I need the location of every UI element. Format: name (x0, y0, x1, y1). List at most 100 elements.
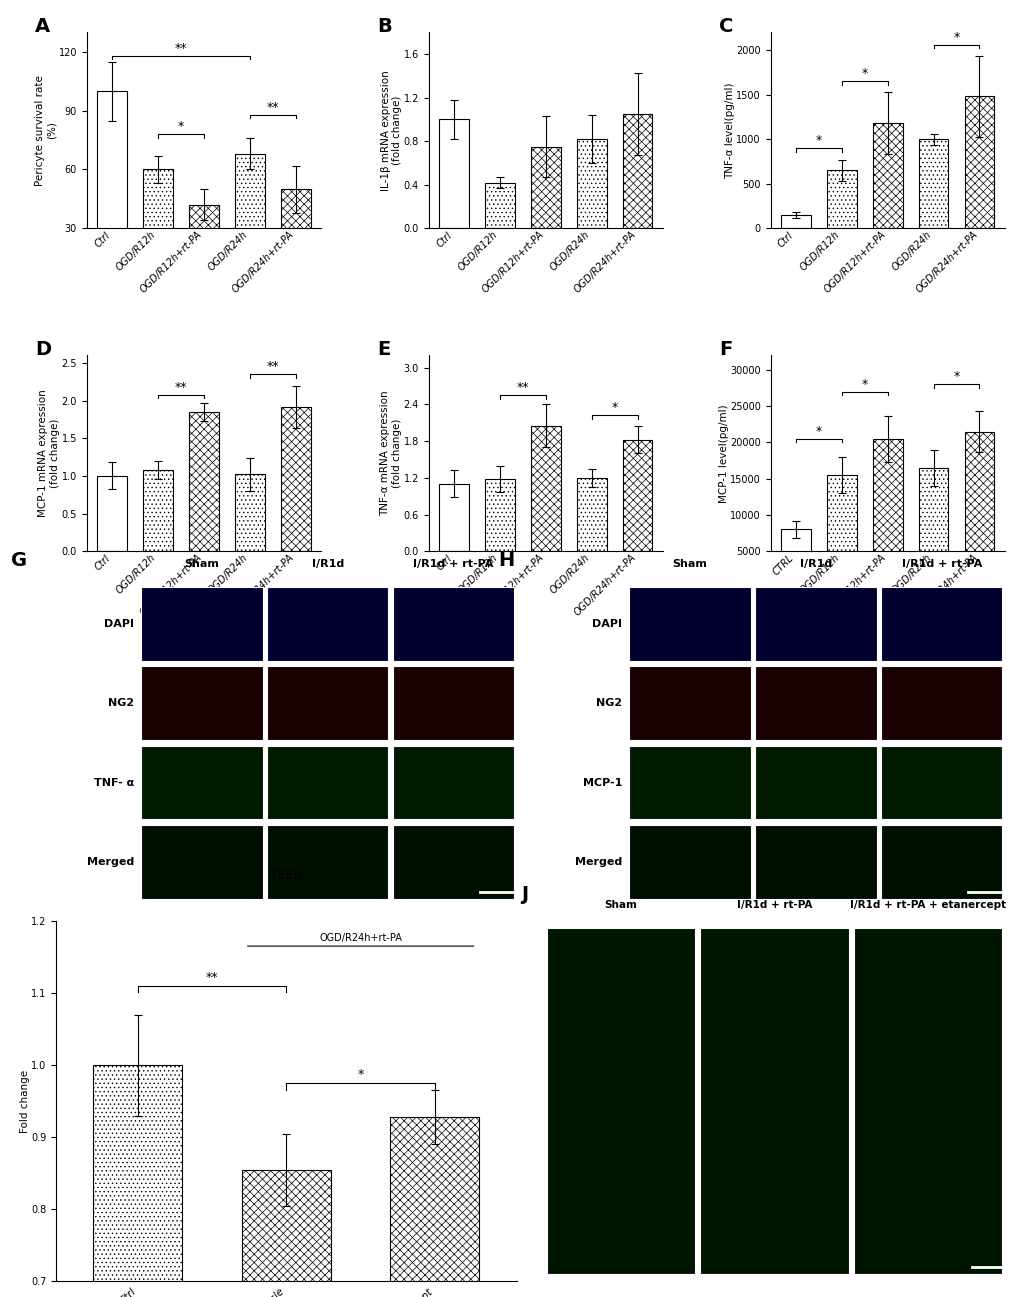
Text: TNF- α: TNF- α (94, 777, 135, 787)
Text: **: ** (206, 971, 218, 984)
Bar (234, 475, 264, 551)
Bar (142, 667, 262, 741)
Bar (918, 139, 948, 228)
Text: Merged: Merged (87, 857, 135, 866)
Bar (880, 667, 1002, 741)
Text: E: E (377, 340, 390, 359)
Bar (142, 746, 262, 820)
Text: B: B (377, 17, 391, 36)
Bar (699, 929, 848, 1274)
Bar (530, 147, 560, 228)
Bar (438, 484, 469, 551)
Text: *: * (953, 371, 959, 384)
Y-axis label: Pericyte survival rate
(%): Pericyte survival rate (%) (36, 75, 57, 185)
Text: NG2: NG2 (596, 698, 622, 708)
Y-axis label: MCP-1 mRNA expression
(fold change): MCP-1 mRNA expression (fold change) (39, 389, 60, 518)
Text: I/R1d + rt-PA: I/R1d + rt-PA (413, 559, 493, 569)
Text: DAPI: DAPI (104, 619, 135, 629)
Title: TEER: TEER (270, 869, 303, 882)
Text: I/R1d + rt-PA + etanercept: I/R1d + rt-PA + etanercept (849, 900, 1005, 910)
Text: *: * (357, 1069, 364, 1082)
Bar (629, 746, 750, 820)
Y-axis label: Fold change: Fold change (19, 1070, 30, 1132)
Text: A: A (35, 17, 50, 36)
Bar (392, 746, 514, 820)
Text: Sham: Sham (672, 559, 707, 569)
Bar (576, 139, 606, 228)
Bar (530, 425, 560, 551)
Text: **: ** (516, 381, 529, 394)
Bar (267, 667, 388, 741)
Y-axis label: TNF-α level(pg/ml): TNF-α level(pg/ml) (725, 82, 734, 179)
Bar (546, 929, 695, 1274)
Bar (143, 470, 172, 551)
Text: I/R1d + rt-PA: I/R1d + rt-PA (901, 559, 981, 569)
Text: I/R1d: I/R1d (799, 559, 832, 569)
Text: Sham: Sham (184, 559, 219, 569)
Text: C: C (718, 17, 733, 36)
Bar (280, 407, 310, 551)
Bar (438, 119, 469, 228)
Text: NG2: NG2 (108, 698, 135, 708)
Text: Sham: Sham (604, 900, 637, 910)
Text: OGD/R24h+rt-PA: OGD/R24h+rt-PA (319, 933, 401, 943)
Bar (872, 438, 902, 588)
Bar (629, 825, 750, 899)
Bar (142, 825, 262, 899)
Text: *: * (815, 134, 821, 147)
Text: *: * (177, 121, 183, 134)
Text: G: G (10, 551, 26, 569)
Text: DAPI: DAPI (592, 619, 622, 629)
Text: H: H (498, 551, 515, 569)
Bar (826, 170, 856, 228)
Bar (234, 154, 264, 287)
Bar (93, 1065, 182, 1297)
Text: *: * (815, 425, 821, 438)
Bar (826, 475, 856, 588)
Bar (918, 468, 948, 588)
Text: D: D (35, 340, 51, 359)
Bar (754, 588, 875, 661)
Bar (964, 96, 994, 228)
Bar (880, 588, 1002, 661)
Bar (880, 746, 1002, 820)
Bar (754, 746, 875, 820)
Bar (880, 825, 1002, 899)
Text: F: F (718, 340, 732, 359)
Bar (622, 440, 652, 551)
Text: Merged: Merged (575, 857, 622, 866)
Bar (267, 825, 388, 899)
Text: *: * (953, 31, 959, 44)
Bar (872, 123, 902, 228)
Bar (754, 667, 875, 741)
Bar (622, 114, 652, 228)
Text: MCP-1: MCP-1 (583, 777, 622, 787)
Bar (267, 746, 388, 820)
Y-axis label: IL-1β mRNA expression
(fold change): IL-1β mRNA expression (fold change) (380, 70, 401, 191)
Bar (97, 476, 126, 551)
Y-axis label: MCP-1 level(pg/ml): MCP-1 level(pg/ml) (717, 405, 728, 503)
Text: *: * (861, 377, 867, 390)
Bar (484, 183, 515, 228)
Bar (189, 412, 218, 551)
Bar (242, 1170, 330, 1297)
Bar (392, 825, 514, 899)
Bar (576, 477, 606, 551)
Y-axis label: TNF-α mRNA expression
(fold change): TNF-α mRNA expression (fold change) (380, 390, 401, 516)
Bar (754, 825, 875, 899)
Bar (280, 189, 310, 287)
Bar (143, 170, 172, 287)
Bar (484, 479, 515, 551)
Bar (97, 91, 126, 287)
Bar (964, 432, 994, 588)
Bar (392, 667, 514, 741)
Bar (142, 588, 262, 661)
Bar (189, 205, 218, 287)
Text: **: ** (266, 361, 278, 374)
Bar (390, 1117, 479, 1297)
Bar (853, 929, 1002, 1274)
Text: J: J (521, 885, 528, 904)
Bar (781, 529, 810, 588)
Text: I/R1d: I/R1d (312, 559, 343, 569)
Text: **: ** (174, 42, 186, 54)
